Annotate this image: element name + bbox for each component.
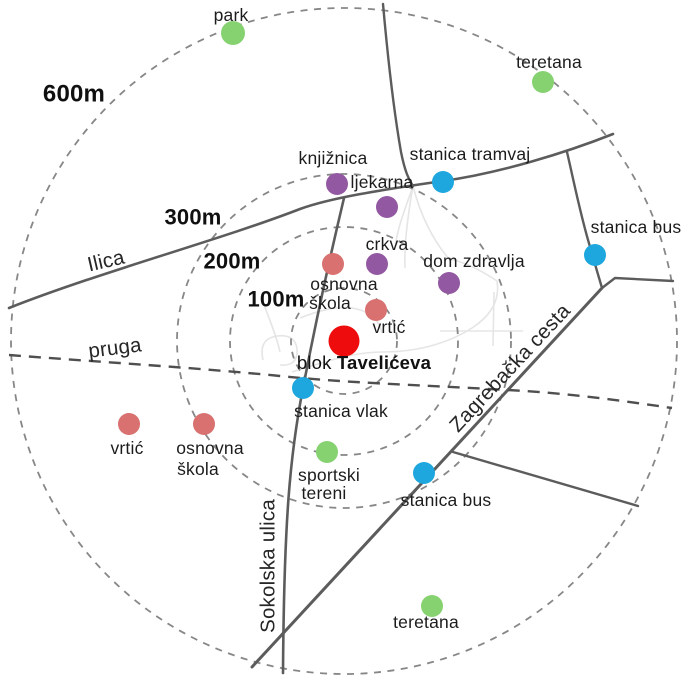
osnovna-skola-centar-label: škola	[309, 293, 351, 313]
stanica-bus-jug-dot	[413, 462, 435, 484]
poi-teretana-jug: teretana	[393, 595, 459, 632]
poi-crkva: crkva	[366, 234, 409, 275]
road-pruga	[8, 353, 673, 410]
ring-300m	[176, 173, 512, 509]
ring-600m	[10, 7, 678, 675]
minor-street	[404, 185, 414, 269]
teretana-jug-label: teretana	[393, 612, 459, 632]
minor-street	[412, 185, 451, 261]
blok-taveliceva-dot	[328, 325, 360, 357]
minor-street	[291, 280, 499, 373]
vrtic-centar-label: vrtić	[372, 317, 405, 337]
teretana-sjever-dot	[532, 71, 554, 93]
poi-teretana-sjever: teretana	[516, 52, 582, 93]
stanica-bus-jug-label: stanica bus	[401, 490, 492, 510]
minor-street	[492, 291, 495, 347]
poi-knjiznica: knjižnica	[299, 148, 368, 195]
blok-label-name: Tavelićeva	[337, 352, 432, 373]
crkva-dot	[366, 253, 388, 275]
park-label: park	[214, 5, 249, 25]
ljekarna-label: ljekarna	[351, 172, 414, 192]
ring-200m	[229, 226, 459, 456]
sportski-tereni-label: tereni	[302, 483, 347, 503]
osnovna-skola-zapad-label: škola	[177, 459, 219, 479]
blok-label-prefix: blok	[297, 352, 337, 373]
ljekarna-dot	[376, 196, 398, 218]
dom-zdravlja-label: dom zdravlja	[423, 251, 525, 271]
stanica-tramvaj-dot	[432, 171, 454, 193]
poi-ljekarna: ljekarna	[351, 172, 414, 218]
ring-label-300m: 300m	[164, 205, 221, 230]
blok-taveliceva-label: blok Tavelićeva	[297, 352, 432, 373]
minor-street	[261, 299, 281, 353]
park-dot	[221, 21, 245, 45]
road-label-ilica: Ilica	[85, 245, 127, 276]
stanica-tramvaj-label: stanica tramvaj	[410, 144, 531, 164]
poi-stanica-bus-istok: stanica bus	[584, 217, 681, 266]
vrtic-centar-dot	[365, 299, 387, 321]
osnovna-skola-centar-label: osnovna	[310, 274, 378, 294]
osnovna-skola-zapad-label: osnovna	[176, 438, 244, 458]
crkva-label: crkva	[366, 234, 409, 254]
teretana-jug-dot	[421, 595, 443, 617]
poi-stanica-tramvaj: stanica tramvaj	[410, 144, 531, 193]
minor-street	[445, 257, 498, 282]
vrtic-zapad-dot	[118, 413, 140, 435]
poi-stanica-vlak: stanica vlak	[292, 377, 388, 421]
road-bus-branch	[451, 450, 640, 508]
poi-vrtic-centar: vrtić	[365, 299, 405, 337]
minor-street	[261, 334, 298, 366]
sportski-tereni-label: sportski	[298, 465, 360, 485]
road-north-street	[381, 2, 415, 188]
dom-zdravlja-dot	[438, 272, 460, 294]
road-east-street-branch	[600, 276, 675, 290]
road-label-sokolska-ulica: Sokolska ulica	[257, 499, 280, 633]
ring-label-600m: 600m	[43, 81, 105, 108]
poi-stanica-bus-jug: stanica bus	[401, 462, 492, 510]
poi-layer: park teretana knjižnica ljekarna stanica tra…	[110, 5, 681, 632]
poi-vrtic-zapad: vrtić	[110, 413, 143, 458]
road-label-pruga: pruga	[87, 333, 143, 362]
ring-label-100m: 100m	[247, 287, 304, 312]
knjiznica-dot	[326, 173, 348, 195]
distance-rings-layer	[10, 7, 678, 675]
osnovna-skola-centar-dot	[322, 253, 344, 275]
poi-dom-zdravlja: dom zdravlja	[423, 251, 525, 294]
poi-park: park	[214, 5, 249, 45]
osnovna-skola-zapad-dot	[193, 413, 215, 435]
stanica-vlak-dot	[292, 377, 314, 399]
stanica-bus-istok-label: stanica bus	[591, 217, 682, 237]
stanica-vlak-label: stanica vlak	[294, 401, 388, 421]
road-ilica	[7, 132, 615, 310]
teretana-sjever-label: teretana	[516, 52, 582, 72]
ring-100m	[290, 287, 398, 395]
sportski-tereni-dot	[316, 441, 338, 463]
stanica-bus-istok-dot	[584, 244, 606, 266]
knjiznica-label: knjižnica	[299, 148, 368, 168]
vrtic-zapad-label: vrtić	[110, 438, 143, 458]
minor-street	[394, 185, 414, 251]
ring-label-200m: 200m	[203, 249, 260, 274]
